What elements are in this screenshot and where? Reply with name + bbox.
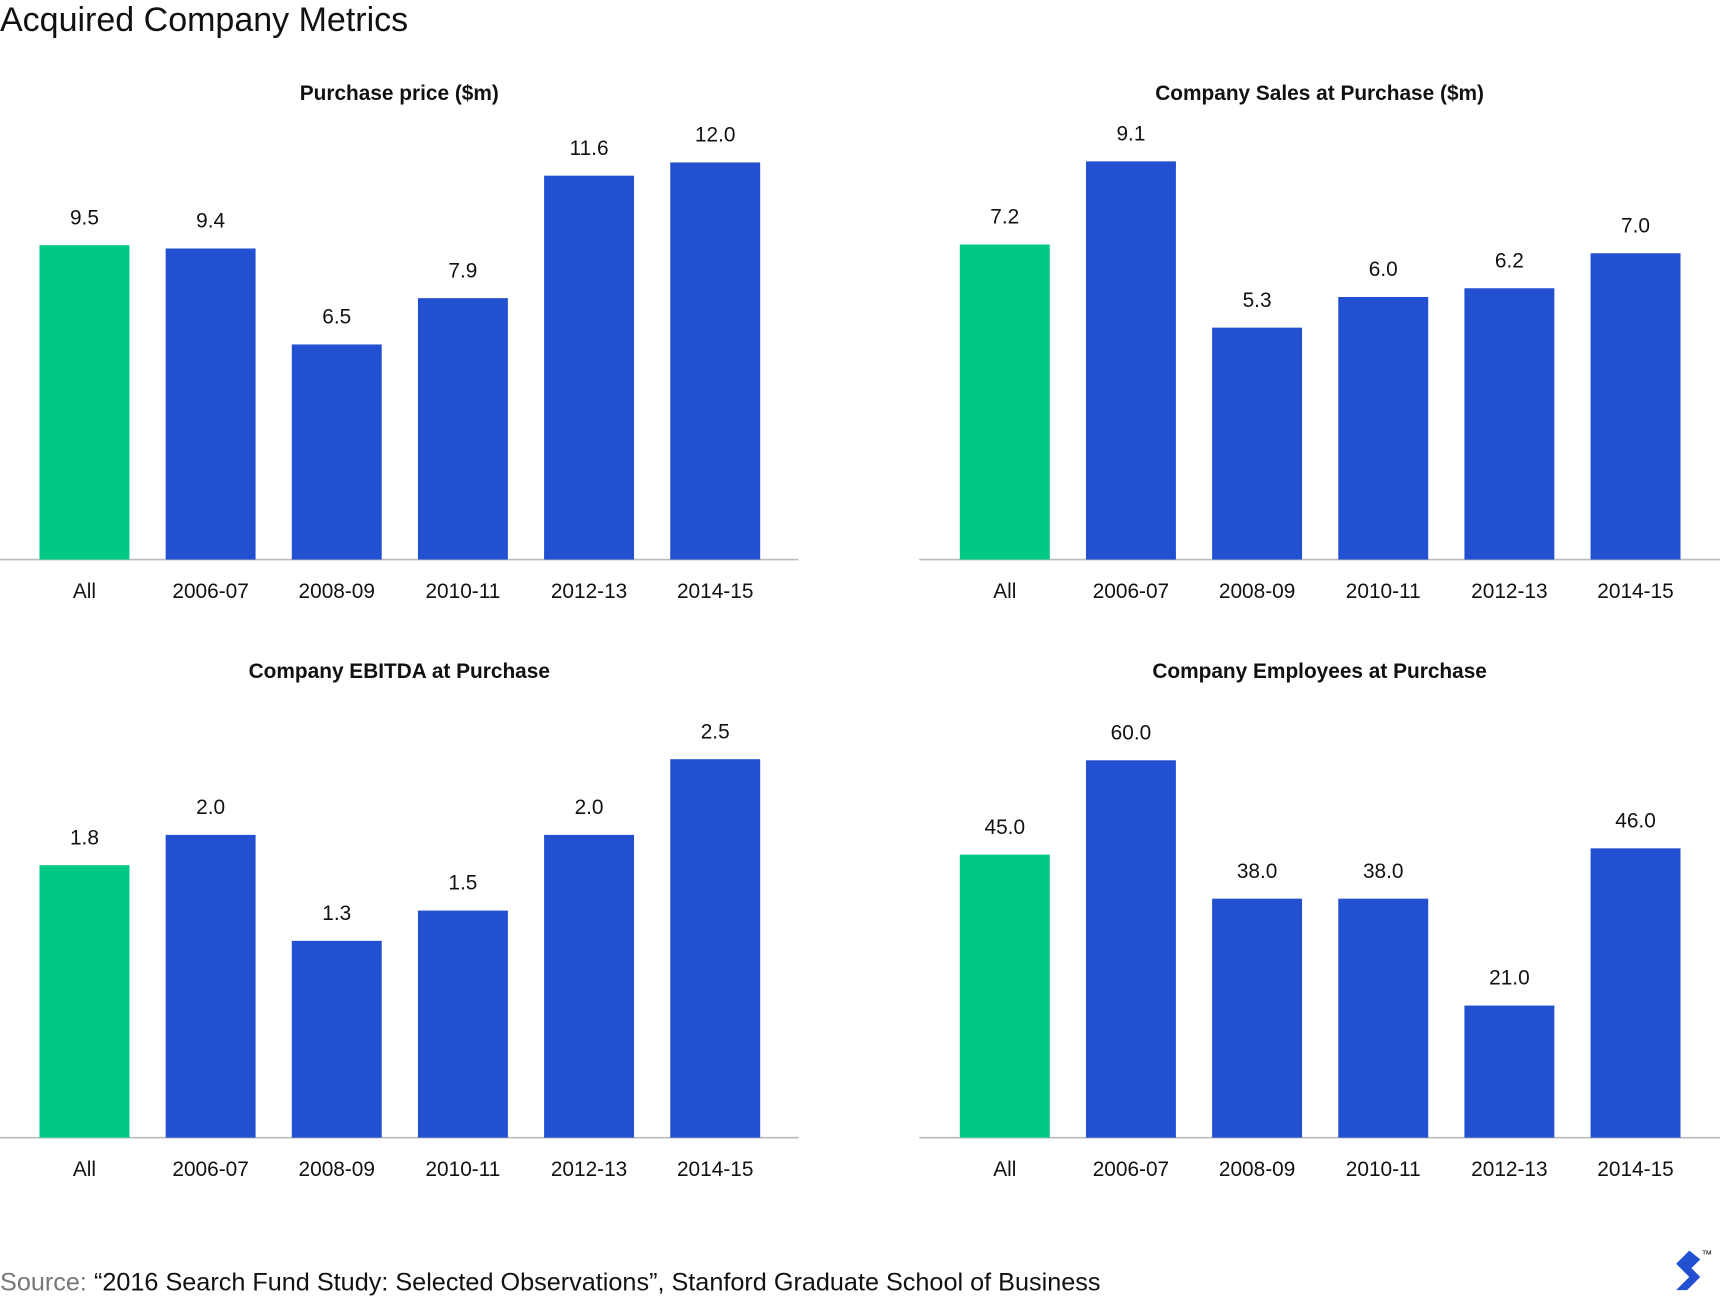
x-tick-label: 2014-15 [677,1158,753,1181]
x-tick-label: 2006-07 [172,1158,248,1181]
value-label: 21.0 [1489,967,1530,990]
x-tick-label: 2006-07 [1093,1158,1169,1181]
x-tick-label: 2014-15 [1597,1158,1673,1181]
x-tick-label: All [73,580,96,603]
x-tick-label: 2008-09 [299,580,375,603]
bar [417,298,508,560]
logo-mark [1676,1250,1701,1291]
value-label: 2.0 [575,796,604,819]
x-tick-label: All [993,1158,1016,1181]
logo-tm: ™ [1701,1249,1712,1261]
value-label: 7.0 [1621,214,1650,237]
x-tick-label: 2006-07 [172,580,248,603]
value-label: 46.0 [1615,810,1656,833]
x-tick-label: 2008-09 [1219,580,1295,603]
x-tick-label: 2008-09 [299,1158,375,1181]
value-label: 6.0 [1369,258,1398,281]
value-label: 38.0 [1237,860,1278,883]
bar [670,162,761,560]
x-tick-label: All [993,580,1016,603]
page-title: Acquired Company Metrics [0,1,408,39]
bar [165,834,256,1138]
bar [1590,253,1681,560]
value-label: 12.0 [695,124,736,147]
chart-title: Company Employees at Purchase [1152,660,1487,683]
x-tick-label: 2012-13 [551,1158,627,1181]
value-label: 45.0 [985,816,1026,839]
bar [417,910,508,1138]
bar [165,248,256,560]
x-tick-label: 2012-13 [551,580,627,603]
chart-title: Company Sales at Purchase ($m) [1155,82,1484,105]
bar [39,245,130,560]
bar [1338,297,1429,560]
value-label: 1.5 [448,872,477,895]
bar [670,759,761,1138]
value-label: 1.8 [70,826,99,849]
source: Source: “2016 Search Fund Study: Selecte… [0,1268,1100,1296]
x-tick-label: 2010-11 [1346,1158,1421,1181]
x-tick-label: 2006-07 [1093,580,1169,603]
value-label: 1.3 [322,902,351,925]
value-label: 38.0 [1363,860,1404,883]
bar [1464,1005,1555,1138]
source-text: “2016 Search Fund Study: Selected Observ… [94,1268,1101,1296]
value-label: 6.2 [1495,249,1524,272]
chart-title: Purchase price ($m) [300,82,499,105]
bar [1085,760,1176,1138]
value-label: 9.1 [1116,123,1145,146]
bar [39,865,130,1138]
x-tick-label: 2012-13 [1471,1158,1547,1181]
bar [291,940,382,1138]
chart-title: Company EBITDA at Purchase [249,660,550,683]
x-tick-label: 2014-15 [677,580,753,603]
value-label: 2.0 [196,796,225,819]
bar [1338,898,1429,1138]
x-tick-label: 2008-09 [1219,1158,1295,1181]
x-tick-label: 2010-11 [425,580,500,603]
bar [959,244,1050,560]
bar [1590,848,1681,1138]
bar [1212,327,1303,560]
value-label: 6.5 [322,306,351,329]
source-label: Source: [0,1268,87,1296]
x-tick-label: 2012-13 [1471,580,1547,603]
value-label: 11.6 [570,137,609,160]
value-label: 2.5 [701,720,730,743]
bar [959,854,1050,1138]
bar [544,834,635,1138]
bar [291,344,382,560]
bar [1212,898,1303,1138]
bar [544,175,635,560]
value-label: 7.2 [990,206,1019,229]
value-label: 5.3 [1243,289,1272,312]
value-label: 9.4 [196,210,225,233]
x-tick-label: 2010-11 [1346,580,1421,603]
value-label: 9.5 [70,206,99,229]
value-label: 7.9 [448,259,477,282]
bar [1464,288,1555,560]
value-label: 60.0 [1111,721,1152,744]
x-tick-label: 2014-15 [1597,580,1673,603]
logo: ™ [1676,1249,1712,1291]
bar [1085,161,1176,560]
x-tick-label: All [73,1158,96,1181]
x-tick-label: 2010-11 [425,1158,500,1181]
